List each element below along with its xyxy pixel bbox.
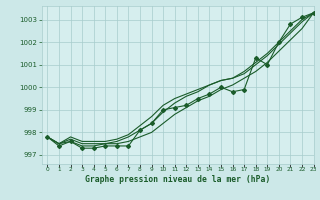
X-axis label: Graphe pression niveau de la mer (hPa): Graphe pression niveau de la mer (hPa) (85, 175, 270, 184)
